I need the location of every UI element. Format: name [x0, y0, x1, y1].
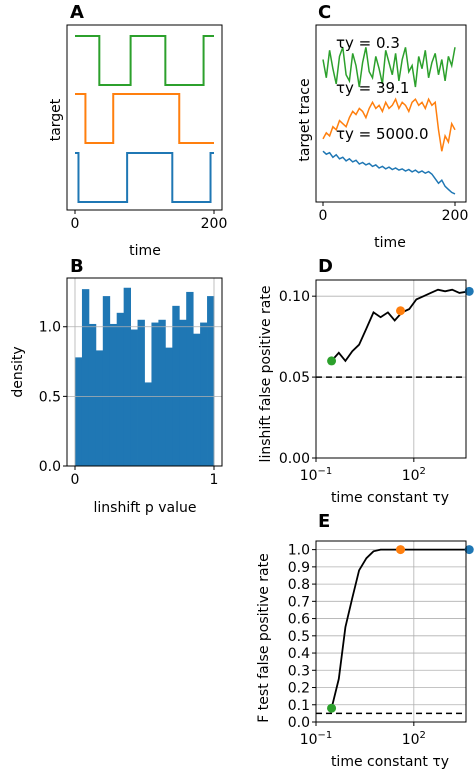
- panel-c-series-label-2: τy = 39.1: [336, 79, 409, 97]
- panel-e-ytick: 0.5: [288, 629, 310, 645]
- panel-c-series-line-1: [322, 47, 456, 88]
- panel-b-bar: [207, 296, 215, 466]
- panel-e-xtick-label: 102: [402, 730, 426, 748]
- panel-d-ytick: 0.05: [279, 370, 310, 386]
- panel-e-ytick: 0.6: [288, 612, 310, 628]
- panel-c-series-label-1: τy = 0.3: [336, 34, 400, 52]
- panel-d-ylabel: linshift false positive rate: [258, 286, 274, 463]
- panel-e-ylabel: F test false positive rate: [256, 553, 272, 722]
- panel-b-bar: [179, 319, 187, 466]
- panel-letter-c: C: [318, 2, 331, 23]
- panel-c-ylabel: target trace: [297, 78, 313, 161]
- panel-a-xlabel: time: [129, 243, 161, 259]
- panel-b-xlabel: linshift p value: [94, 500, 197, 516]
- panel-letter-e: E: [318, 511, 330, 532]
- panel-b-bar: [137, 319, 145, 466]
- panel-c-frame: [315, 24, 467, 203]
- panel-b-xtick-1: 1: [210, 472, 219, 488]
- panel-c-xtick-0: 0: [319, 208, 328, 224]
- plots-layer: 0 200 0.0 0.5 1.0 0 1 τy = 0.3 τy = 39.1 τy = 500…: [39, 24, 474, 748]
- panel-e-ytick: 1.0: [288, 543, 310, 559]
- panel-d-series-line: [330, 288, 470, 363]
- panel-b-bar: [95, 350, 104, 466]
- panel-a-xtick-0: 0: [71, 216, 80, 232]
- panel-d-frame: [315, 279, 467, 459]
- panel-d-ytick: 0.10: [279, 289, 310, 305]
- panel-d-ytick: 0.00: [279, 451, 310, 467]
- panel-b-bar: [193, 333, 201, 466]
- panel-d-xlabel: time constant τy: [331, 490, 449, 506]
- panel-b-bar: [186, 291, 194, 466]
- panel-b-bar: [144, 382, 152, 466]
- panel-b-bar: [116, 312, 125, 466]
- panel-e-marker: [464, 545, 474, 555]
- panel-b-frame: [66, 277, 223, 467]
- panel-c-series-line-2: [322, 97, 456, 152]
- panel-b-bar: [88, 323, 97, 466]
- panel-c-xtick-200: 200: [442, 208, 469, 224]
- panel-letter-d: D: [318, 256, 333, 277]
- panel-e-ytick: 0.2: [288, 681, 310, 697]
- panel-b-bar: [109, 323, 118, 466]
- panel-e-ytick: 0.3: [288, 663, 310, 679]
- panel-c-series-label-3: τy = 5000.0: [336, 125, 429, 143]
- panel-letter-b: B: [70, 256, 84, 277]
- panel-b-bar: [172, 305, 180, 466]
- panel-b-bar: [102, 296, 111, 466]
- panel-e-marker: [327, 703, 337, 713]
- panel-e-ytick: 0.9: [288, 560, 310, 576]
- panel-c-series-line-3: [322, 150, 456, 195]
- panel-e-xtick-label: 10−1: [300, 730, 333, 748]
- panel-b-bar: [151, 322, 159, 466]
- panel-e-marker: [396, 545, 406, 555]
- panel-b-ytick: 1.0: [39, 320, 61, 336]
- panel-b-bar: [158, 319, 166, 466]
- panel-a-xtick-200: 200: [201, 216, 228, 232]
- panel-b-bar: [123, 287, 131, 466]
- panel-letter-a: A: [70, 2, 84, 23]
- panel-d-marker: [327, 356, 337, 366]
- panel-e-ytick: 0.7: [288, 594, 310, 610]
- panel-b-ytick: 0.5: [39, 389, 61, 405]
- panel-e-ytick: 0.4: [288, 646, 310, 662]
- panel-b-bar: [200, 322, 208, 466]
- panel-a-series-line-1: [75, 35, 214, 86]
- panel-e-ytick: 0.1: [288, 698, 310, 714]
- panel-d-marker: [464, 286, 474, 296]
- panel-e-xlabel: time constant τy: [331, 754, 449, 770]
- panel-e-ytick: 0.0: [288, 715, 310, 731]
- panel-a-series-line-2: [75, 93, 214, 144]
- panel-b-ylabel: density: [10, 346, 26, 397]
- panel-a-frame: [66, 24, 223, 211]
- panel-d-marker: [396, 306, 406, 316]
- panel-e-series-line: [330, 548, 470, 709]
- panel-d-xtick-label: 102: [402, 466, 426, 484]
- panel-b-bar: [75, 357, 83, 466]
- panel-b-ytick: 0.0: [39, 459, 61, 475]
- panel-a-series-line-3: [75, 152, 214, 203]
- panel-b-bar: [165, 347, 173, 466]
- panel-d-xtick-label: 10−1: [300, 466, 333, 484]
- panel-e-ytick: 0.8: [288, 577, 310, 593]
- panel-b-xtick-0: 0: [71, 472, 80, 488]
- panel-a-ylabel: target: [48, 98, 64, 141]
- panel-e-frame: [315, 540, 467, 723]
- panel-c-xlabel: time: [374, 235, 406, 251]
- panel-b-bar: [130, 329, 138, 466]
- panel-b-bar: [81, 289, 90, 466]
